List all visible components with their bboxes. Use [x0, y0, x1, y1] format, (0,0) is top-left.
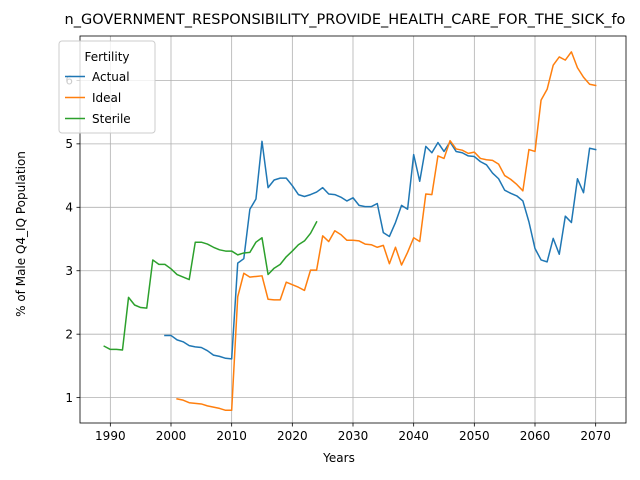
- y-tick-label: 1: [65, 391, 73, 405]
- series-line-ideal: [176, 51, 597, 412]
- x-tick-label: 2030: [338, 429, 369, 443]
- y-tick-label: 3: [65, 264, 73, 278]
- x-tick-label: 2040: [398, 429, 429, 443]
- legend-title: Fertility: [84, 50, 129, 64]
- x-tick-label: 2050: [459, 429, 490, 443]
- x-tick-label: 2070: [580, 429, 611, 443]
- chart-title: n_GOVERNMENT_RESPONSIBILITY_PROVIDE_HEAL…: [65, 12, 626, 28]
- x-axis-ticks: 1990 2000 2010 2020 2030 2040 2050 2060 2070: [95, 423, 611, 443]
- legend-box: [58, 40, 156, 134]
- x-axis-title: Years: [322, 451, 355, 465]
- y-axis-title: % of Male Q4_IQ Population: [14, 151, 28, 317]
- grid: [80, 36, 626, 423]
- x-tick-label: 2000: [156, 429, 187, 443]
- x-tick-label: 2060: [520, 429, 551, 443]
- y-tick-label: 4: [65, 201, 73, 215]
- legend-entries: Actual Ideal Sterile: [65, 70, 131, 126]
- x-tick-label: 2010: [216, 429, 247, 443]
- legend-label-actual: Actual: [92, 70, 130, 84]
- legend-label-ideal: Ideal: [92, 91, 121, 105]
- legend-label-sterile: Sterile: [92, 112, 131, 126]
- x-tick-label: 1990: [95, 429, 126, 443]
- y-tick-label: 2: [65, 327, 73, 341]
- series-line-actual: [164, 140, 597, 360]
- x-tick-label: 2020: [277, 429, 308, 443]
- y-tick-label: 5: [65, 137, 73, 151]
- series-lines: [103, 51, 597, 412]
- series-line-sterile: [103, 220, 318, 351]
- legend: Fertility Actual Ideal Sterile: [58, 40, 156, 134]
